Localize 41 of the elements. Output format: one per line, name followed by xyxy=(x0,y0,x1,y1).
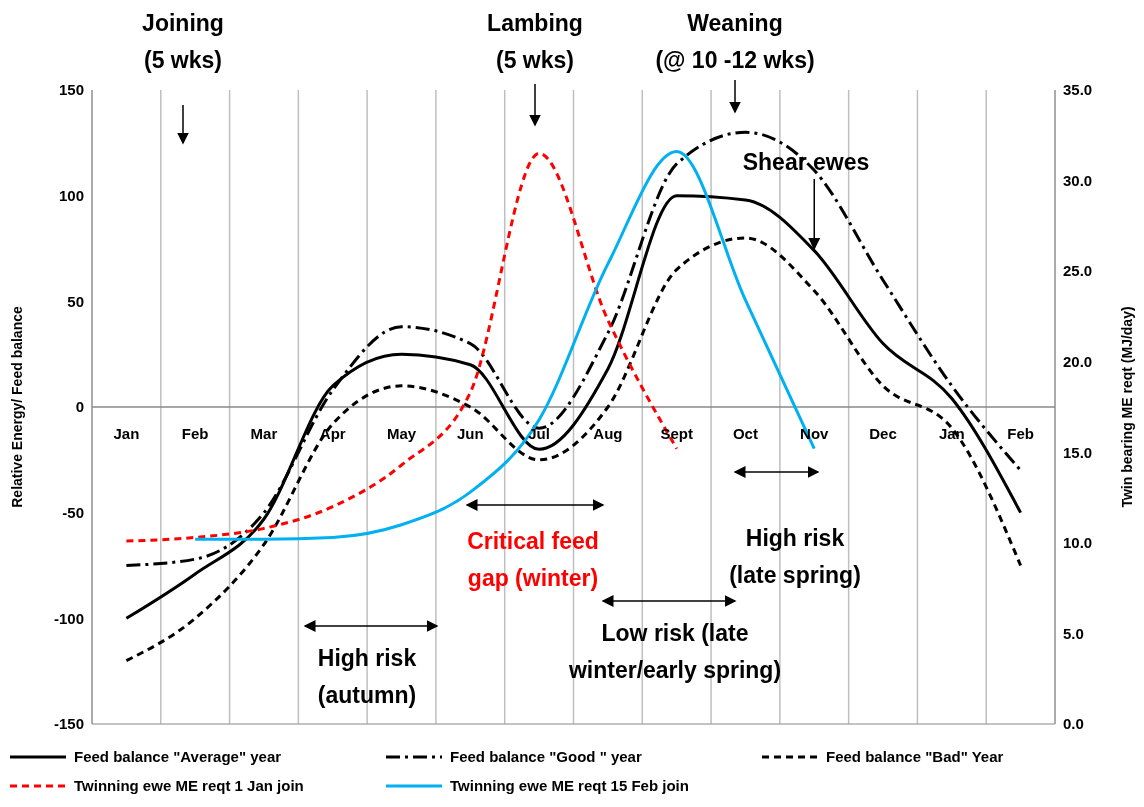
y2-tick-label: 10.0 xyxy=(1063,534,1093,552)
x-tick-label: Jan xyxy=(113,425,140,442)
annotation: Low risk (late winter/early spring) xyxy=(567,619,783,685)
y-tick-label: -100 xyxy=(53,609,84,627)
text: Joining (5 wks) xyxy=(141,9,225,75)
annotation: High risk (late spring) xyxy=(728,524,862,590)
x-tick-label: Dec xyxy=(869,425,897,442)
y-tick-label: -50 xyxy=(62,503,84,521)
annotation: High risk (autumn) xyxy=(316,644,418,710)
legend-label: Twinning ewe ME reqt 15 Feb join xyxy=(450,777,689,794)
x-tick-label: Mar xyxy=(250,425,278,442)
y-axis-title: Relative Energy/ Feed balance xyxy=(9,306,25,508)
text: Weaning (@ 10 -12 wks) xyxy=(655,10,815,73)
y-tick-label: 50 xyxy=(67,292,84,310)
y2-tick-label: 30.0 xyxy=(1063,171,1093,189)
x-tick-label: Feb xyxy=(181,425,209,442)
legend-label: Twinning ewe ME reqt 1 Jan join xyxy=(74,777,304,794)
legend-label: Feed balance "Bad" Year xyxy=(826,748,1004,765)
y-tick-label: 0 xyxy=(75,398,84,416)
y2-tick-label: 15.0 xyxy=(1063,443,1093,461)
annotation: Shear ewes xyxy=(741,148,871,177)
y2-tick-label: 5.0 xyxy=(1063,624,1084,642)
x-tick-label: Oct xyxy=(732,425,758,442)
x-tick-label: May xyxy=(386,425,417,442)
x-tick-label: Aug xyxy=(593,425,623,442)
y2-axis-title: Twin bearing ME reqt (MJ/day) xyxy=(1119,306,1135,508)
y-tick-label: 100 xyxy=(58,186,84,204)
y2-tick-label: 25.0 xyxy=(1063,262,1093,280)
y2-tick-label: 35.0 xyxy=(1063,81,1093,99)
x-tick-label: Jan xyxy=(938,425,965,442)
y2-tick-label: 0.0 xyxy=(1063,715,1084,733)
legend-label: Feed balance "Average" year xyxy=(74,748,282,765)
x-tick-label: Sept xyxy=(660,425,693,442)
legend-label: Feed balance "Good " year xyxy=(450,748,642,765)
x-tick-label: Jun xyxy=(456,425,484,442)
x-tick-label: Feb xyxy=(1007,425,1034,442)
text: Lambing (5 wks) xyxy=(487,10,583,73)
y-tick-label: -150 xyxy=(53,715,84,733)
y-tick-label: 150 xyxy=(58,81,84,99)
y2-tick-label: 20.0 xyxy=(1063,353,1093,371)
annotation: Critical feed gap (winter) xyxy=(466,527,600,593)
